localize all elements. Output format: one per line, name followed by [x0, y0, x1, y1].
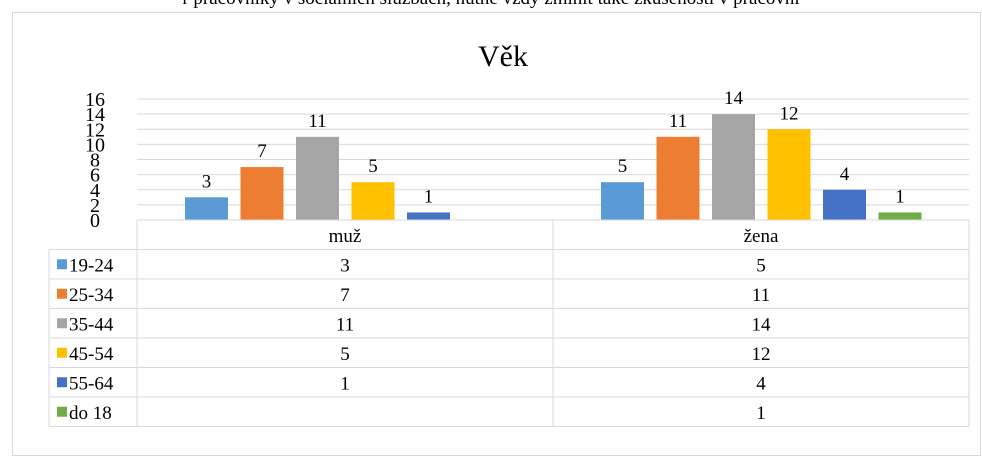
y-tick-label: 12	[85, 119, 105, 141]
table-cell: 11	[336, 314, 354, 335]
data-label: 1	[424, 186, 434, 207]
data-label: 5	[368, 156, 378, 177]
y-tick-label: 10	[85, 134, 105, 156]
data-label: 5	[618, 156, 628, 177]
y-tick-label: 4	[90, 180, 100, 202]
table-cell: 1	[340, 373, 350, 394]
category-header: muž	[329, 226, 362, 247]
bar	[823, 189, 866, 220]
table-cell: 5	[340, 344, 350, 365]
bar	[240, 167, 284, 220]
legend-label: 45-54	[69, 344, 114, 365]
category-header: žena	[744, 226, 779, 247]
bar	[601, 182, 644, 220]
y-tick-label: 8	[90, 150, 100, 172]
preceding-document-text: r pracovníky v sociálních službách, nutn…	[0, 0, 982, 12]
legend-key	[57, 259, 67, 270]
y-tick-label: 16	[85, 89, 105, 111]
legend-label: 55-64	[69, 373, 114, 394]
legend-label: 19-24	[69, 255, 114, 276]
table-cell: 3	[340, 255, 350, 276]
table-cell: 11	[752, 285, 770, 306]
table-cell: 4	[756, 373, 766, 394]
chart-frame: Věk 0 2 4 6 8 10 12 14 16 3 7 11 5 1 5 11 14 12 4 1 muž žen…	[12, 12, 981, 456]
bar	[351, 182, 395, 220]
legend-key	[57, 377, 67, 388]
data-labels: 3 7 11 5 1 5 11 14 12 4 1	[202, 88, 905, 207]
data-label: 11	[669, 111, 687, 132]
bars	[185, 114, 922, 220]
bar	[407, 212, 450, 220]
data-label: 14	[724, 88, 744, 109]
table-cell: 7	[340, 285, 350, 306]
data-label: 7	[257, 141, 267, 162]
y-tick-label: 14	[85, 104, 105, 126]
data-label: 11	[308, 111, 326, 132]
bar	[656, 136, 700, 220]
chart-title: Věk	[478, 40, 528, 73]
table-cell: 12	[752, 344, 771, 365]
data-label: 1	[895, 186, 905, 207]
legend-label: 35-44	[69, 314, 114, 335]
table-cell: 5	[756, 255, 766, 276]
legend-key	[57, 288, 67, 299]
legend-label: do 18	[69, 403, 112, 424]
y-tick-label: 6	[90, 165, 100, 187]
bar	[767, 129, 811, 220]
y-tick-label: 0	[90, 210, 100, 232]
legend-label: 25-34	[69, 285, 114, 306]
data-label: 12	[780, 103, 799, 124]
y-tick-label: 2	[90, 195, 100, 217]
bar	[185, 197, 228, 220]
legend-key	[57, 406, 67, 417]
legend-key	[57, 318, 67, 329]
table-cell: 14	[752, 314, 772, 335]
data-label: 4	[840, 164, 850, 185]
data-label: 3	[202, 171, 212, 192]
legend-key	[57, 347, 67, 358]
bar	[712, 114, 755, 220]
bar	[878, 212, 922, 220]
table-cell: 1	[756, 403, 766, 424]
bar	[296, 136, 339, 220]
